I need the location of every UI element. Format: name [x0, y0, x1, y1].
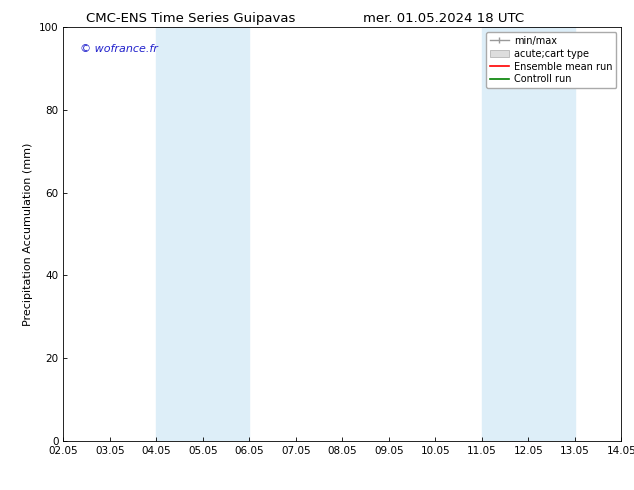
Y-axis label: Precipitation Accumulation (mm): Precipitation Accumulation (mm) [23, 142, 34, 326]
Bar [157, 27, 249, 441]
Legend: min/max, acute;cart type, Ensemble mean run, Controll run: min/max, acute;cart type, Ensemble mean … [486, 32, 616, 88]
Text: CMC-ENS Time Series Guipavas: CMC-ENS Time Series Guipavas [86, 12, 295, 25]
Text: mer. 01.05.2024 18 UTC: mer. 01.05.2024 18 UTC [363, 12, 524, 25]
Text: © wofrance.fr: © wofrance.fr [80, 44, 158, 53]
Bar [482, 27, 575, 441]
